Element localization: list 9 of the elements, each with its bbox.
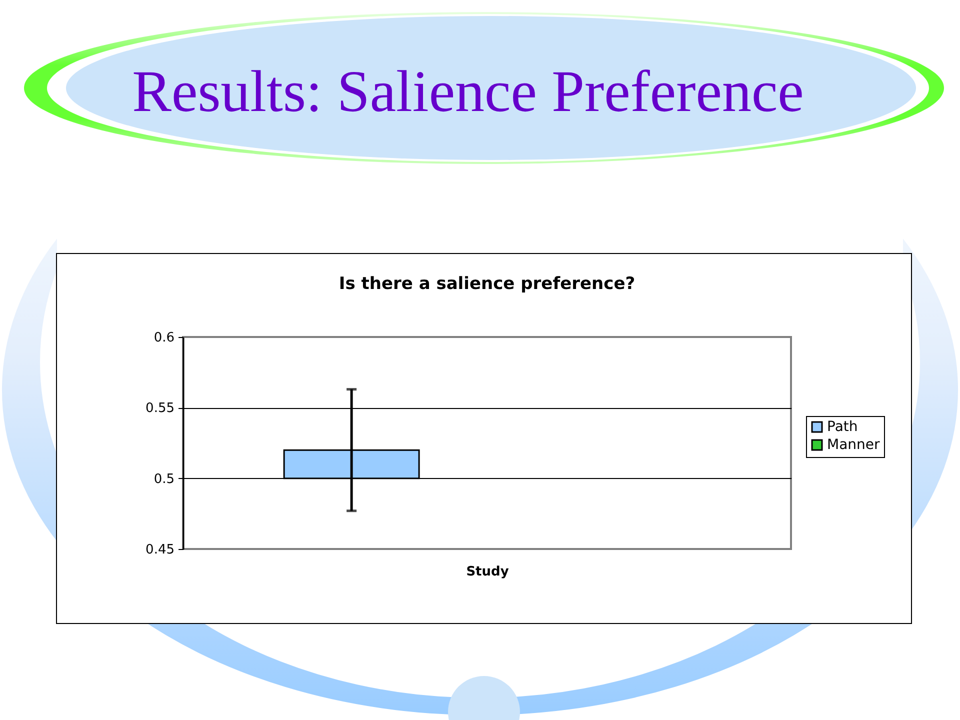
legend-label: Manner (827, 437, 880, 453)
legend-label: Path (827, 419, 858, 435)
y-tick-label: 0.45 (146, 542, 174, 558)
x-axis-title: Study (466, 564, 510, 580)
y-tick-label: 0.6 (154, 330, 174, 346)
y-tick-label: 0.55 (146, 401, 174, 416)
chart-title: Results: Salience Preference (131, 58, 805, 124)
chart-subtitle: Is there a salience preference? (338, 274, 636, 294)
y-tick-label: 0.5 (154, 472, 174, 487)
